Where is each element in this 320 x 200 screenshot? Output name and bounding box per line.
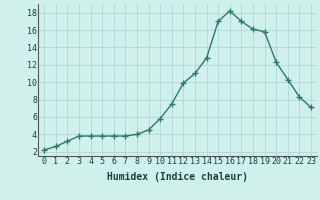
X-axis label: Humidex (Indice chaleur): Humidex (Indice chaleur) (107, 172, 248, 182)
